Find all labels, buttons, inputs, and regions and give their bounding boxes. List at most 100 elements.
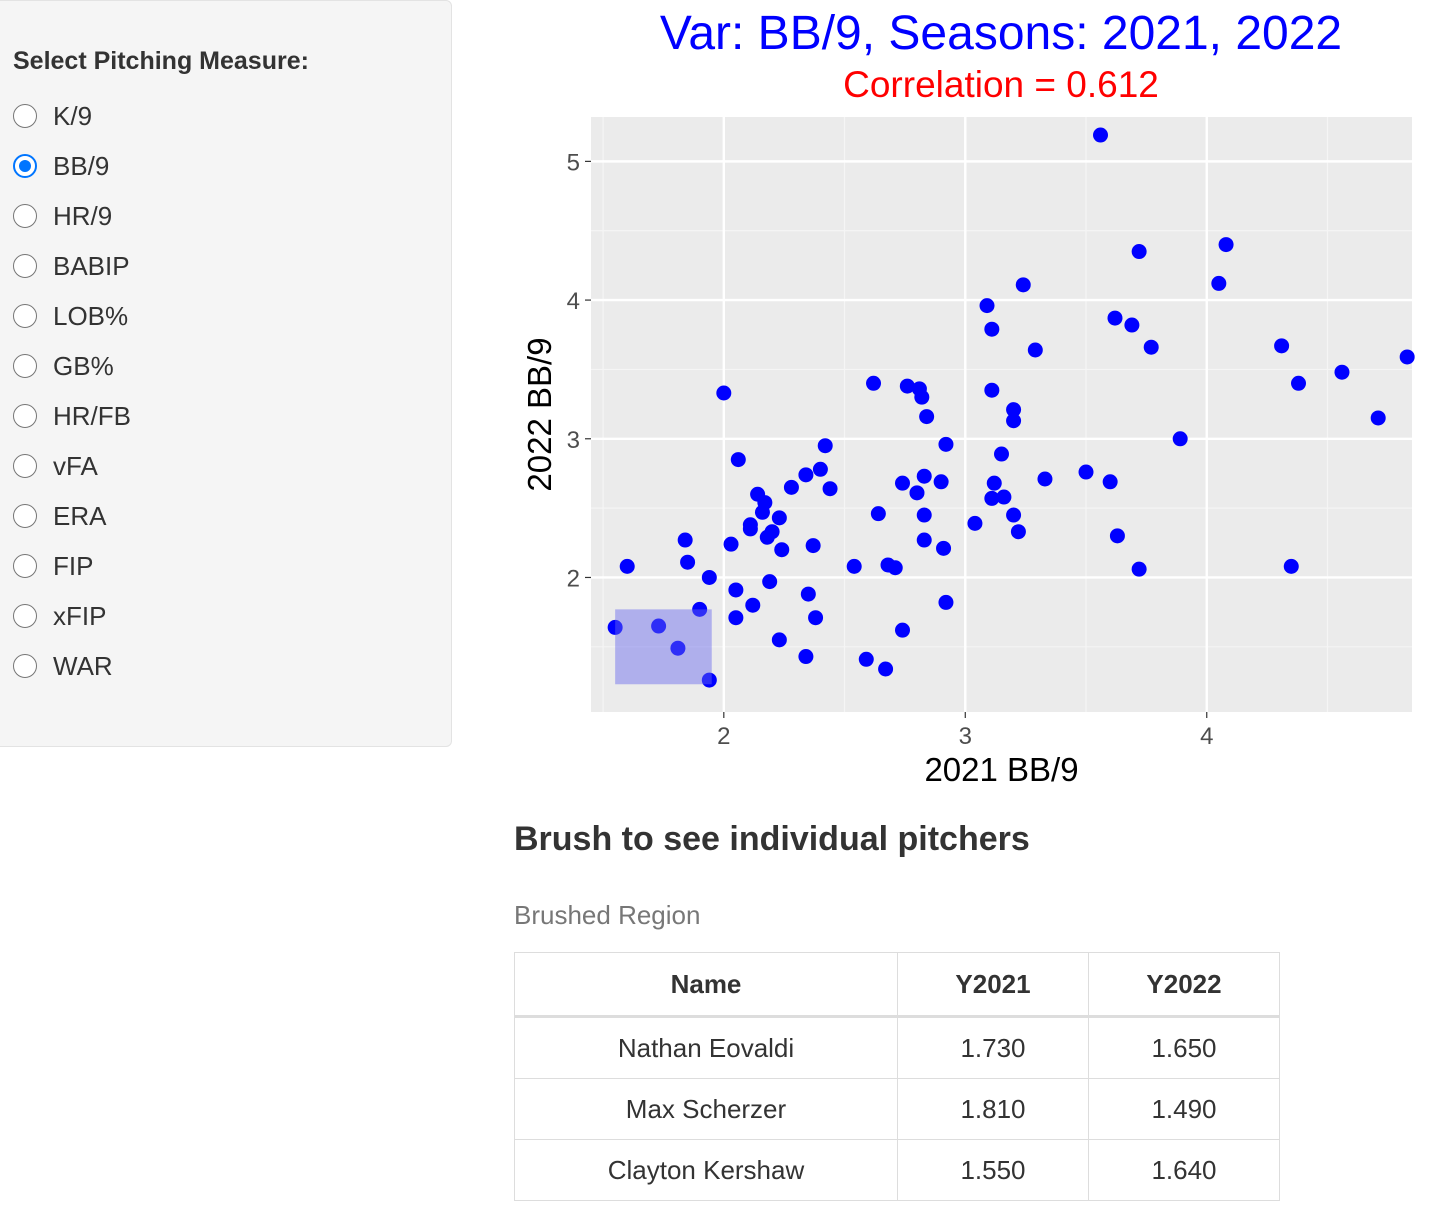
sidebar-panel: Select Pitching Measure: K/9 BB/9 HR/9 BABI… <box>0 0 452 747</box>
data-point <box>677 532 693 548</box>
data-point <box>771 510 787 526</box>
y-tick-label: 5 <box>567 149 580 176</box>
data-point <box>1006 507 1022 523</box>
data-point <box>986 475 1002 491</box>
data-point <box>1124 317 1140 333</box>
data-point <box>1006 402 1022 418</box>
data-point <box>1370 410 1386 426</box>
data-point <box>899 378 915 394</box>
cell-y2022: 1.650 <box>1088 1016 1280 1079</box>
y-tick-label: 4 <box>567 288 580 315</box>
column-header-name: Name <box>514 952 898 1018</box>
data-point <box>771 632 787 648</box>
radio-option-hr-fb[interactable]: HR/FB <box>13 391 131 441</box>
data-point <box>1107 310 1123 326</box>
radio-label: FIP <box>53 550 94 581</box>
radio-button[interactable] <box>13 604 37 628</box>
data-point <box>919 409 935 425</box>
data-point <box>701 672 717 688</box>
radio-option-era[interactable]: ERA <box>13 491 131 541</box>
data-point <box>1006 413 1022 429</box>
radio-button[interactable] <box>13 104 37 128</box>
data-point <box>887 560 903 576</box>
data-point <box>916 507 932 523</box>
data-point <box>1283 558 1299 574</box>
data-point <box>1131 244 1147 260</box>
data-point <box>783 479 799 495</box>
radio-option-bb-9[interactable]: BB/9 <box>13 141 131 191</box>
radio-option-k-9[interactable]: K/9 <box>13 91 131 141</box>
radio-label: BB/9 <box>53 150 110 181</box>
cell-y2022: 1.640 <box>1088 1139 1280 1201</box>
data-point <box>774 542 790 558</box>
data-point <box>742 517 758 533</box>
data-point <box>858 651 874 667</box>
column-header-y2021: Y2021 <box>897 952 1089 1018</box>
scatter-plot[interactable]: 2 3 4 2 3 4 5 2021 BB/9 2022 BB/9 <box>500 0 1436 800</box>
data-point <box>808 610 824 626</box>
data-point <box>651 618 667 634</box>
data-point <box>967 515 983 531</box>
chart-title: Var: BB/9, Seasons: 2021, 2022 <box>659 7 1343 60</box>
radio-option-gb[interactable]: GB% <box>13 341 131 391</box>
data-point <box>938 436 954 452</box>
radio-label: vFA <box>53 450 98 481</box>
data-point <box>798 467 814 483</box>
radio-button[interactable] <box>13 454 37 478</box>
radio-button[interactable] <box>13 354 37 378</box>
radio-button[interactable] <box>13 254 37 278</box>
data-point <box>1211 275 1227 291</box>
data-point <box>994 446 1009 462</box>
data-point <box>692 601 708 617</box>
brush-heading: Brush to see individual pitchers <box>514 820 1030 858</box>
data-point <box>878 661 894 677</box>
radio-button[interactable] <box>13 304 37 328</box>
radio-option-vfa[interactable]: vFA <box>13 441 131 491</box>
data-point <box>894 475 910 491</box>
data-point <box>1109 528 1125 544</box>
data-point <box>984 321 1000 337</box>
radio-option-xfip[interactable]: xFIP <box>13 591 131 641</box>
radio-button[interactable] <box>13 404 37 428</box>
data-point <box>1093 127 1109 143</box>
radio-button[interactable] <box>13 154 37 178</box>
radio-option-hr-9[interactable]: HR/9 <box>13 191 131 241</box>
data-point <box>1274 338 1290 354</box>
data-point <box>1102 474 1118 490</box>
data-point <box>914 389 930 405</box>
radio-option-war[interactable]: WAR <box>13 641 131 691</box>
radio-option-lob[interactable]: LOB% <box>13 291 131 341</box>
radio-button[interactable] <box>13 504 37 528</box>
radio-label: ERA <box>53 500 107 531</box>
radio-button[interactable] <box>13 204 37 228</box>
plot-panel <box>591 117 1412 712</box>
cell-name: Max Scherzer <box>514 1078 898 1140</box>
data-point <box>762 574 778 590</box>
data-point <box>817 438 833 454</box>
cell-y2021: 1.810 <box>897 1078 1089 1140</box>
data-point <box>764 524 780 540</box>
table-header-row: Name Y2021 Y2022 <box>514 952 1280 1018</box>
data-point <box>1010 524 1026 540</box>
data-point <box>979 298 995 314</box>
data-point <box>894 622 910 638</box>
data-point <box>619 558 635 574</box>
scatter-plot-area[interactable]: Var: BB/9, Seasons: 2021, 2022 Correlati… <box>500 0 1436 800</box>
table-row: Clayton Kershaw 1.550 1.640 <box>514 1139 1280 1201</box>
x-tick-label: 4 <box>1200 723 1213 750</box>
brush-selection[interactable] <box>615 609 712 685</box>
radio-option-fip[interactable]: FIP <box>13 541 131 591</box>
data-point <box>812 461 828 477</box>
data-point <box>716 385 732 401</box>
data-point <box>996 489 1012 505</box>
data-point <box>728 610 744 626</box>
cell-y2022: 1.490 <box>1088 1078 1280 1140</box>
y-tick-label: 3 <box>567 427 580 454</box>
radio-label: xFIP <box>53 600 107 631</box>
radio-option-babip[interactable]: BABIP <box>13 241 131 291</box>
data-point <box>1027 342 1043 358</box>
radio-button[interactable] <box>13 554 37 578</box>
radio-button[interactable] <box>13 654 37 678</box>
sidebar-title: Select Pitching Measure: <box>13 47 309 75</box>
cell-y2021: 1.550 <box>897 1139 1089 1201</box>
